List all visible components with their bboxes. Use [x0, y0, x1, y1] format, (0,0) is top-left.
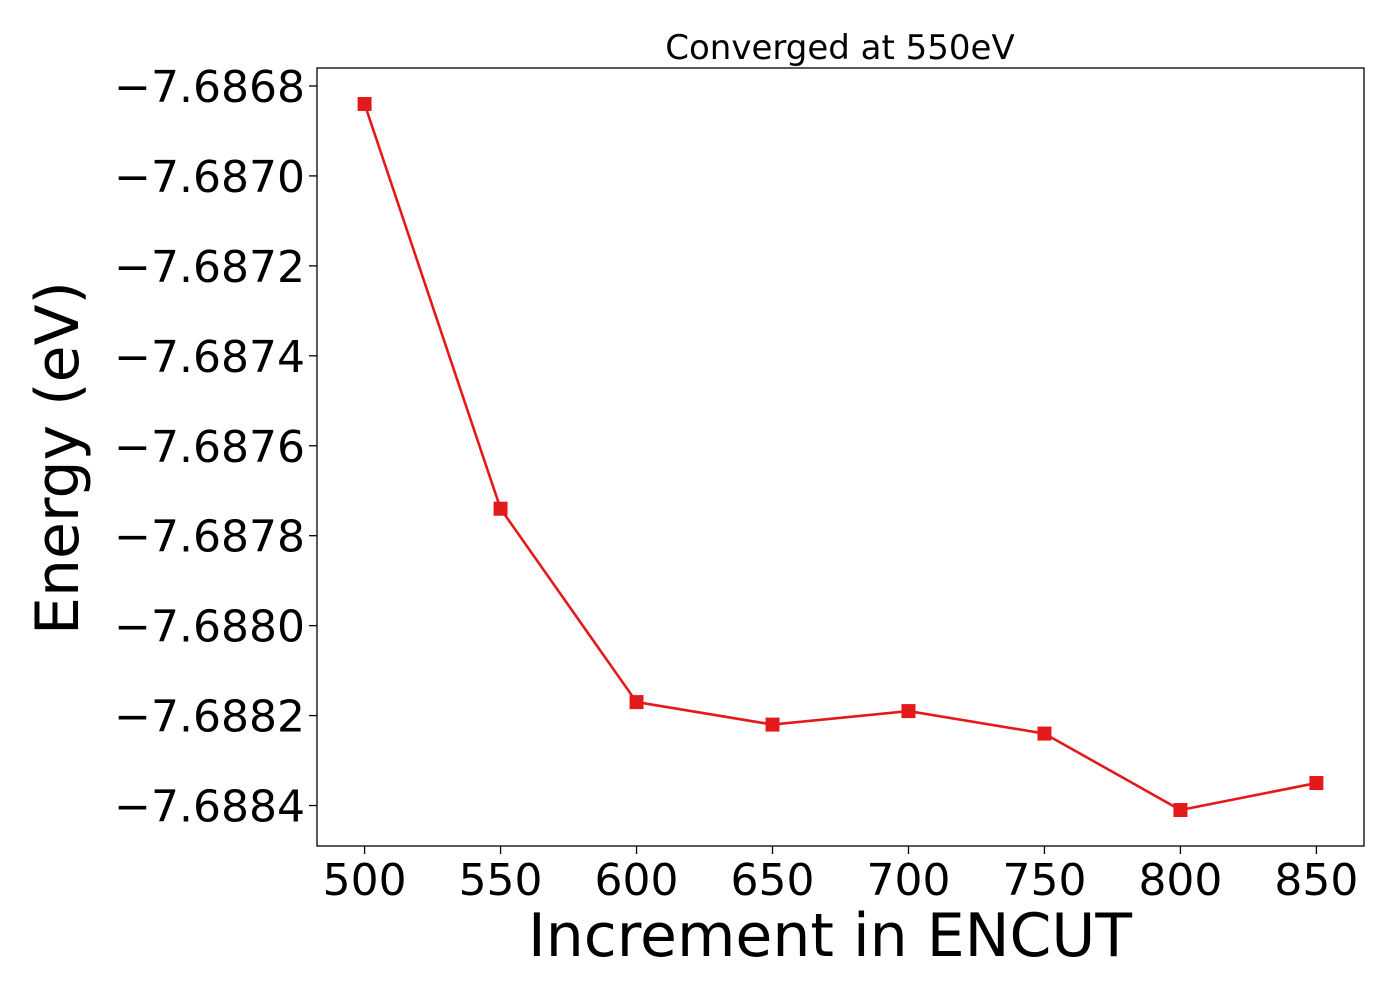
- y-tick-label: −7.6868: [114, 62, 305, 113]
- data-point-marker: [1173, 803, 1188, 818]
- x-tick-label: 600: [595, 855, 679, 906]
- chart-title: Converged at 550eV: [665, 28, 1014, 68]
- y-tick-label: −7.6880: [114, 602, 305, 653]
- y-tick-label: −7.6872: [114, 242, 305, 293]
- data-point-marker: [765, 717, 780, 732]
- x-tick-label: 850: [1274, 855, 1358, 906]
- y-tick-label: −7.6882: [114, 692, 305, 743]
- y-tick-label: −7.6884: [114, 782, 305, 833]
- x-tick-label: 650: [731, 855, 815, 906]
- series-line: [363, 103, 1317, 812]
- x-tick-label: 500: [323, 855, 407, 906]
- x-tick-label: 550: [459, 855, 543, 906]
- x-tick-label: 800: [1138, 855, 1222, 906]
- y-axis-label: Energy (eV): [23, 281, 93, 635]
- data-point-marker: [493, 501, 508, 516]
- axes-frame: [316, 67, 1365, 847]
- data-point-marker: [629, 695, 644, 710]
- y-tick-label: −7.6874: [114, 332, 305, 383]
- data-point-marker: [1037, 726, 1052, 741]
- data-point-marker: [357, 96, 372, 111]
- x-tick-label: 750: [1002, 855, 1086, 906]
- y-tick-label: −7.6878: [114, 512, 305, 563]
- data-point-marker: [1309, 776, 1324, 791]
- y-tick-label: −7.6876: [114, 422, 305, 473]
- plot-area: 500 550 600 650 700 750 800 850 −7.6868 −7.6870 −7…: [114, 62, 1365, 906]
- data-point-marker: [901, 704, 916, 719]
- x-axis-label: Increment in ENCUT: [528, 901, 1132, 971]
- y-tick-label: −7.6870: [114, 152, 305, 203]
- x-tick-label: 700: [866, 855, 950, 906]
